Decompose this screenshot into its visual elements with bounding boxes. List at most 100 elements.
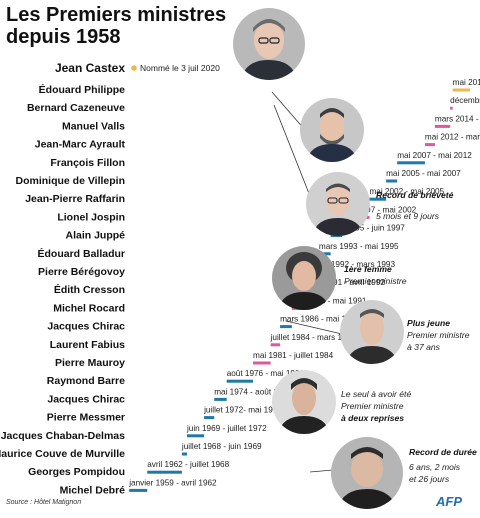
pm-tenure-bar xyxy=(253,361,271,365)
pm-name: Édouard Balladur xyxy=(37,247,125,260)
pm-tenure-bar xyxy=(270,343,281,347)
afp-logo: AFP xyxy=(436,494,462,509)
annotation-youngest-line-1: Premier ministre xyxy=(407,330,470,340)
pm-dates: mai 2002 - mai 2005 xyxy=(369,187,444,196)
pm-dates: mai 2012 - mars 2014 xyxy=(425,133,480,142)
current-pm-note: Nommé le 3 juil 2020 xyxy=(140,63,220,73)
photo-philippe xyxy=(300,98,364,162)
pm-name: Édouard Philippe xyxy=(39,83,125,96)
pm-row: Manuel Valls mars 2014 - décembre 2016 xyxy=(62,114,480,132)
pm-row: François Fillon mai 2007 - mai 2012 xyxy=(50,151,472,169)
pm-dates: mai 2005 - mai 2007 xyxy=(386,169,461,178)
pm-name: Manuel Valls xyxy=(62,120,125,132)
pm-dates: mai 1995 - juin 1997 xyxy=(331,224,406,233)
pm-dates: mai 1991 - avril 1992 xyxy=(308,278,385,287)
pm-row: Dominique de Villepin mai 2005 - mai 2007 xyxy=(16,169,462,187)
pm-dates: juin 1997 - mai 2002 xyxy=(341,205,417,214)
pm-row: Laurent Fabius juillet 1984 - mars 1986 xyxy=(50,333,356,351)
annotation-first-woman: 1ère femme Premier ministre xyxy=(344,264,407,286)
current-pm-row: Jean Castex Nommé le 3 juil 2020 xyxy=(55,61,220,75)
pm-dates: juillet 1972- mai 1974 xyxy=(203,406,282,415)
annotation-two-terms: Le seul à avoir été Premier ministre à d… xyxy=(341,389,411,423)
title-line-1: Les Premiers ministres xyxy=(6,4,227,26)
pm-tenure-bar xyxy=(181,452,187,456)
pm-dates: mars 1993 - mai 1995 xyxy=(319,242,399,251)
pm-name: François Fillon xyxy=(50,157,125,169)
pm-row: Pierre Bérégovoy avril 1992 - mars 1993 xyxy=(38,260,395,278)
pm-name: Alain Juppé xyxy=(65,230,125,242)
pm-row: Maurice Couve de Murville juillet 1968 - … xyxy=(0,442,262,460)
pm-row: Pierre Mauroy mai 1981 - juillet 1984 xyxy=(55,351,334,369)
pm-name: Jean-Pierre Raffarin xyxy=(25,193,125,205)
annotation-two-terms-line-2: Premier ministre xyxy=(341,401,404,411)
pm-name: Jacques Chirac xyxy=(47,321,125,333)
pm-dates: août 1976 - mai 1981 xyxy=(227,369,305,378)
pm-row: Raymond Barre août 1976 - mai 1981 xyxy=(47,369,305,387)
annotation-two-terms-line-3: à deux reprises xyxy=(341,413,404,423)
pm-name: Jean-Marc Ayrault xyxy=(35,139,126,151)
current-pm-dot xyxy=(131,65,137,71)
annotation-youngest-title: Plus jeune xyxy=(407,318,450,328)
pm-row: Bernard Cazeneuve décembre 2016 - mai 201… xyxy=(27,96,480,114)
pm-dates: janvier 1959 - avril 1962 xyxy=(128,478,217,487)
photo-cresson xyxy=(272,246,336,310)
pm-dates: mai 2017 - juil 2020 xyxy=(453,78,480,87)
pm-tenure-bar xyxy=(450,106,453,110)
pm-dates: mai 2007 - mai 2012 xyxy=(397,151,472,160)
pm-row: Jacques Chirac mai 1974 - août 1976 xyxy=(47,387,292,405)
connector-line xyxy=(271,91,306,131)
pm-tenure-bar xyxy=(204,416,215,420)
annotation-shortest-line-1: 5 mois et 9 jours xyxy=(376,211,440,221)
pm-row: Jacques Chirac mars 1986 - mai 1988 xyxy=(47,315,360,333)
pm-name: Georges Pompidou xyxy=(28,466,125,478)
pm-name: Jacques Chirac xyxy=(47,393,125,405)
pm-dates: juin 1969 - juillet 1972 xyxy=(186,424,267,433)
annotation-longest: Record de durée 6 ans, 2 mois et 26 jour… xyxy=(409,447,477,484)
pm-name: Michel Rocard xyxy=(53,302,125,314)
photo-cazeneuve xyxy=(306,172,370,236)
pm-row: Jacques Chaban-Delmas juin 1969 - juillet… xyxy=(1,424,267,442)
pm-tenure-bar xyxy=(186,434,205,438)
pm-name: Raymond Barre xyxy=(47,375,125,387)
pm-tenure-bar xyxy=(129,488,148,492)
pm-dates: juillet 1984 - mars 1986 xyxy=(270,333,357,342)
chart-title: Les Premiers ministres depuis 1958 xyxy=(6,4,236,48)
pm-tenure-bar xyxy=(452,88,470,92)
pm-name: Maurice Couve de Murville xyxy=(0,448,125,460)
pm-dates: décembre 2016 - mai 2017 xyxy=(450,96,480,105)
pm-name: Lionel Jospin xyxy=(57,211,125,223)
pm-tenure-bar xyxy=(424,143,435,147)
pm-dates: mars 2014 - décembre 2016 xyxy=(435,114,480,123)
annotation-longest-title: Record de durée xyxy=(409,447,477,457)
annotation-youngest: Plus jeune Premier ministre à 37 ans xyxy=(407,318,470,352)
pm-dates: juillet 1968 - juin 1969 xyxy=(181,442,262,451)
photo-castex xyxy=(233,8,305,80)
pm-tenure-bar xyxy=(280,325,292,329)
pm-tenure-bar xyxy=(226,379,254,383)
pm-tenure-bar xyxy=(147,470,182,474)
pm-row: Édouard Philippe mai 2017 - juil 2020 xyxy=(39,78,480,96)
pm-tenure-bar xyxy=(434,124,451,128)
pm-row: Jean-Marc Ayrault mai 2012 - mars 2014 xyxy=(35,133,480,151)
pm-name: Pierre Messmer xyxy=(47,412,125,424)
connector-line xyxy=(285,320,343,335)
annotation-longest-line-2: et 26 jours xyxy=(409,474,450,484)
pm-row: Pierre Messmer juillet 1972- mai 1974 xyxy=(47,406,283,424)
title-line-2: depuis 1958 xyxy=(6,26,121,48)
pm-dates: avril 1992 - mars 1993 xyxy=(314,260,396,269)
current-pm-name: Jean Castex xyxy=(55,61,125,75)
annotation-first-woman-title: 1ère femme xyxy=(344,264,392,274)
annotation-shortest-title: Record de brièveté xyxy=(376,190,454,200)
annotation-first-woman-line-1: Premier ministre xyxy=(344,276,407,286)
photo-chirac xyxy=(272,370,336,434)
pm-name: Dominique de Villepin xyxy=(16,175,126,187)
pm-tenure-bar xyxy=(386,179,398,183)
pm-name: Michel Debré xyxy=(60,484,126,496)
photo-fabius xyxy=(340,300,404,364)
pm-tenure-bar xyxy=(397,161,425,165)
annotation-longest-line-1: 6 ans, 2 mois xyxy=(409,462,461,472)
pm-name: Pierre Mauroy xyxy=(55,357,125,369)
pm-name: Bernard Cazeneuve xyxy=(27,102,125,114)
annotation-shortest: Record de brièveté 5 mois et 9 jours xyxy=(376,190,454,221)
